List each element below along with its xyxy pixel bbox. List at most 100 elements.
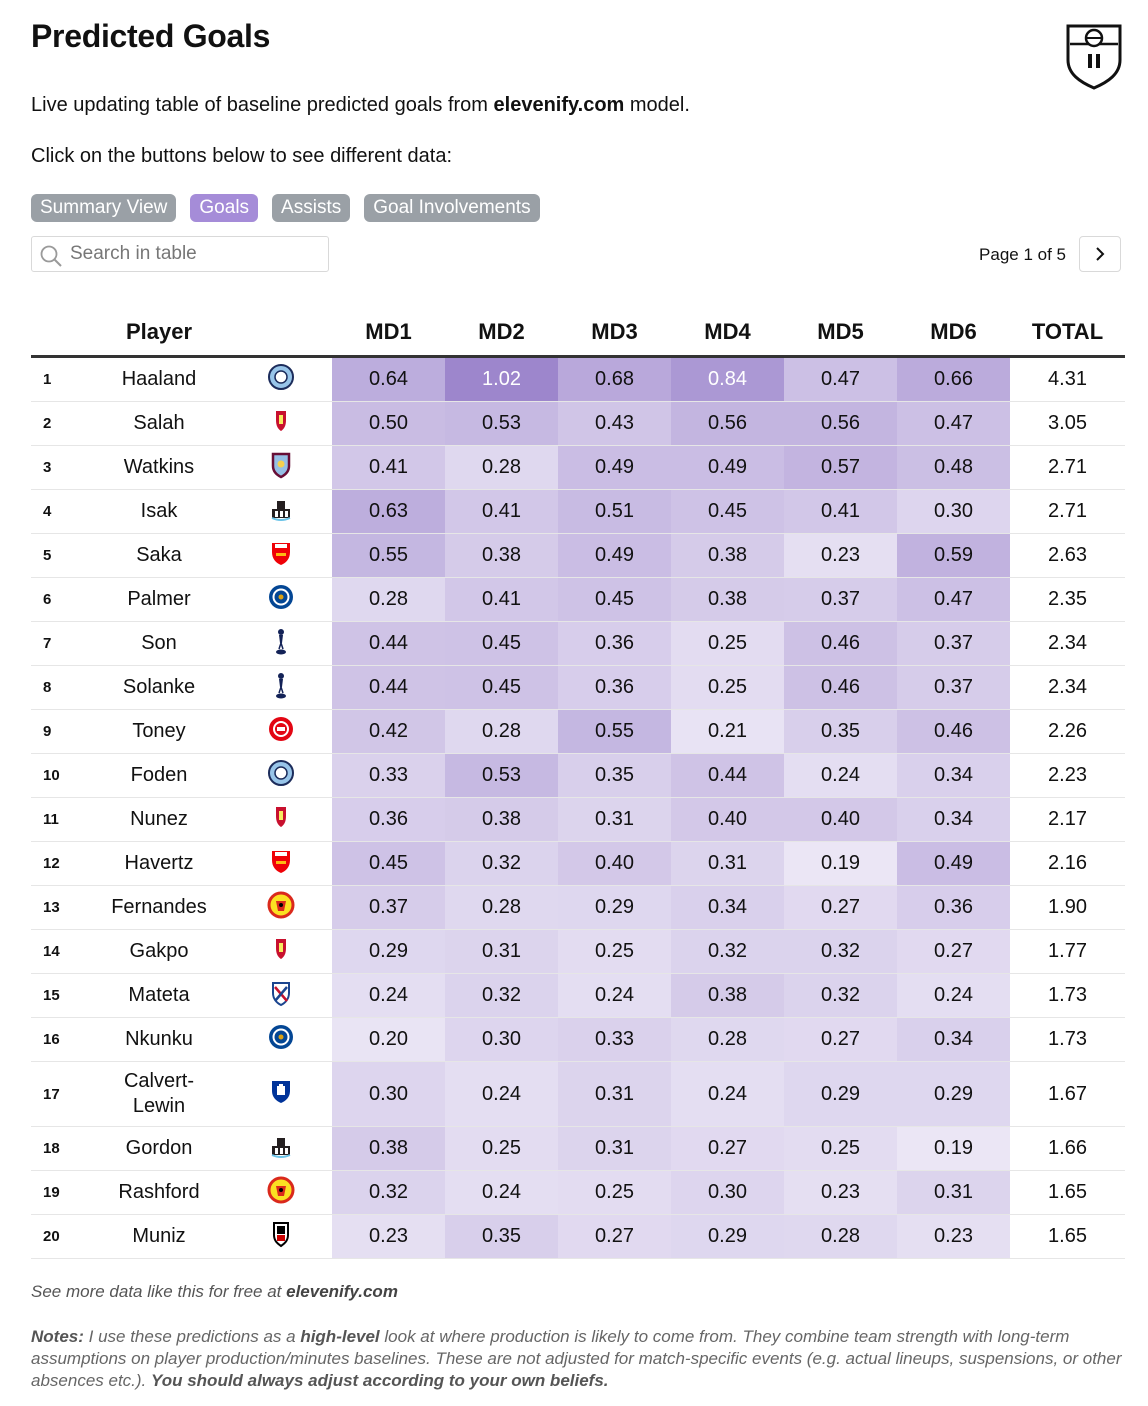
table-row: 12 Havertz 0.45 0.32 0.40 0.31 0.19 0.49 2.16 bbox=[31, 841, 1125, 886]
total-cell: 1.67 bbox=[1010, 1061, 1125, 1127]
md6-cell: 0.66 bbox=[897, 356, 1010, 402]
team-badge-cell bbox=[230, 1061, 332, 1127]
column-header-md4[interactable]: MD4 bbox=[671, 309, 784, 358]
tottenham-badge-icon bbox=[267, 671, 295, 705]
view-button-assists[interactable]: Assists bbox=[272, 194, 351, 222]
md2-cell: 0.24 bbox=[445, 1170, 558, 1215]
md6-cell: 0.34 bbox=[897, 797, 1010, 842]
md3-cell: 0.49 bbox=[558, 533, 671, 578]
search-input[interactable] bbox=[70, 241, 320, 267]
rank-cell: 8 bbox=[31, 665, 88, 710]
team-badge-cell bbox=[230, 401, 332, 446]
brand-link[interactable]: elevenify.com bbox=[493, 94, 625, 116]
column-header-md5[interactable]: MD5 bbox=[784, 309, 897, 358]
player-name-cell: Gakpo bbox=[88, 929, 230, 974]
total-cell: 2.63 bbox=[1010, 533, 1125, 578]
rank-cell: 16 bbox=[31, 1017, 88, 1062]
column-header-total[interactable]: TOTAL bbox=[1010, 309, 1125, 358]
total-cell: 1.65 bbox=[1010, 1214, 1125, 1259]
md6-cell: 0.47 bbox=[897, 577, 1010, 622]
md1-cell: 0.41 bbox=[332, 445, 445, 490]
md5-cell: 0.27 bbox=[784, 1017, 897, 1062]
column-header-md3[interactable]: MD3 bbox=[558, 309, 671, 358]
table-row: 14 Gakpo 0.29 0.31 0.25 0.32 0.32 0.27 1.77 bbox=[31, 929, 1125, 974]
md3-cell: 0.27 bbox=[558, 1214, 671, 1259]
total-cell: 2.16 bbox=[1010, 841, 1125, 886]
elevenify-logo bbox=[1066, 24, 1122, 90]
team-badge-cell bbox=[230, 577, 332, 622]
player-name-cell: Salah bbox=[88, 401, 230, 446]
column-header-md1[interactable]: MD1 bbox=[332, 309, 445, 358]
view-button-summary-view[interactable]: Summary View bbox=[31, 194, 177, 222]
rank-cell: 12 bbox=[31, 841, 88, 886]
md3-cell: 0.31 bbox=[558, 1061, 671, 1127]
total-cell: 1.73 bbox=[1010, 973, 1125, 1018]
md6-cell: 0.31 bbox=[897, 1170, 1010, 1215]
search-box[interactable] bbox=[31, 236, 329, 272]
md3-cell: 0.24 bbox=[558, 973, 671, 1018]
tottenham-badge-icon bbox=[267, 627, 295, 661]
md3-cell: 0.55 bbox=[558, 709, 671, 754]
astonvilla-badge-icon bbox=[267, 451, 295, 485]
rank-cell: 14 bbox=[31, 929, 88, 974]
liverpool-badge-icon bbox=[267, 803, 295, 837]
md1-cell: 0.30 bbox=[332, 1061, 445, 1127]
md2-cell: 0.41 bbox=[445, 577, 558, 622]
md6-cell: 0.36 bbox=[897, 885, 1010, 930]
md6-cell: 0.47 bbox=[897, 401, 1010, 446]
team-badge-cell bbox=[230, 356, 332, 402]
md6-cell: 0.59 bbox=[897, 533, 1010, 578]
page-title: Predicted Goals bbox=[31, 18, 271, 54]
md4-cell: 0.45 bbox=[671, 489, 784, 534]
md4-cell: 0.30 bbox=[671, 1170, 784, 1215]
rank-cell: 13 bbox=[31, 885, 88, 930]
md4-cell: 0.34 bbox=[671, 885, 784, 930]
player-name-cell: Nkunku bbox=[88, 1017, 230, 1062]
table-row: 4 Isak 0.63 0.41 0.51 0.45 0.41 0.30 2.71 bbox=[31, 489, 1125, 534]
player-name-cell: Muniz bbox=[88, 1214, 230, 1259]
rank-cell: 5 bbox=[31, 533, 88, 578]
column-header-player[interactable]: Player bbox=[88, 309, 230, 358]
md5-cell: 0.56 bbox=[784, 401, 897, 446]
chevron-right-icon bbox=[1096, 247, 1105, 261]
view-button-goals[interactable]: Goals bbox=[190, 194, 259, 222]
md2-cell: 0.53 bbox=[445, 753, 558, 798]
rank-cell: 1 bbox=[31, 356, 88, 402]
md6-cell: 0.34 bbox=[897, 1017, 1010, 1062]
rank-cell: 3 bbox=[31, 445, 88, 490]
table-row: 17 Calvert-Lewin 0.30 0.24 0.31 0.24 0.29 0.29 1… bbox=[31, 1061, 1125, 1127]
table-row: 3 Watkins 0.41 0.28 0.49 0.49 0.57 0.48 2.71 bbox=[31, 445, 1125, 490]
md4-cell: 0.31 bbox=[671, 841, 784, 886]
team-badge-cell bbox=[230, 665, 332, 710]
md1-cell: 0.28 bbox=[332, 577, 445, 622]
team-badge-cell bbox=[230, 929, 332, 974]
column-header-md6[interactable]: MD6 bbox=[897, 309, 1010, 358]
md1-cell: 0.37 bbox=[332, 885, 445, 930]
md3-cell: 0.45 bbox=[558, 577, 671, 622]
table-row: 7 Son 0.44 0.45 0.36 0.25 0.46 0.37 2.34 bbox=[31, 621, 1125, 666]
md3-cell: 0.68 bbox=[558, 356, 671, 402]
md6-cell: 0.24 bbox=[897, 973, 1010, 1018]
md6-cell: 0.27 bbox=[897, 929, 1010, 974]
md2-cell: 0.28 bbox=[445, 445, 558, 490]
player-name-cell: Fernandes bbox=[88, 885, 230, 930]
md2-cell: 0.28 bbox=[445, 709, 558, 754]
md3-cell: 0.43 bbox=[558, 401, 671, 446]
md1-cell: 0.42 bbox=[332, 709, 445, 754]
md5-cell: 0.29 bbox=[784, 1061, 897, 1127]
md2-cell: 0.41 bbox=[445, 489, 558, 534]
next-page-button[interactable] bbox=[1079, 236, 1121, 272]
table-row: 9 Toney 0.42 0.28 0.55 0.21 0.35 0.46 2.26 bbox=[31, 709, 1125, 754]
md2-cell: 0.45 bbox=[445, 621, 558, 666]
view-button-goal-involvements[interactable]: Goal Involvements bbox=[364, 194, 540, 222]
md1-cell: 0.36 bbox=[332, 797, 445, 842]
search-icon bbox=[40, 245, 62, 267]
footer-brand-link[interactable]: elevenify.com bbox=[286, 1282, 398, 1301]
total-cell: 2.26 bbox=[1010, 709, 1125, 754]
column-header-md2[interactable]: MD2 bbox=[445, 309, 558, 358]
md5-cell: 0.25 bbox=[784, 1126, 897, 1171]
table-row: 6 Palmer 0.28 0.41 0.45 0.38 0.37 0.47 2.35 bbox=[31, 577, 1125, 622]
md2-cell: 0.30 bbox=[445, 1017, 558, 1062]
md3-cell: 0.25 bbox=[558, 1170, 671, 1215]
md5-cell: 0.46 bbox=[784, 665, 897, 710]
